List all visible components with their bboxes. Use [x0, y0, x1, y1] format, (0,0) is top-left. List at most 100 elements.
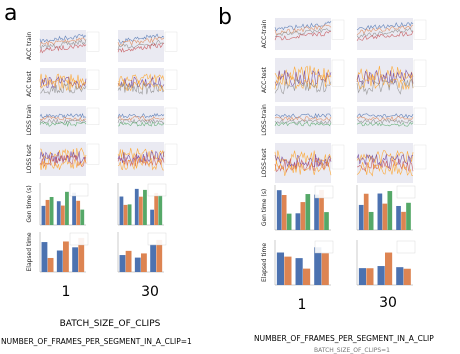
thumbnail-bar — [150, 209, 154, 225]
column-label: 1 — [62, 284, 71, 300]
legend-box — [164, 107, 178, 125]
thumbnail-bar — [403, 268, 411, 285]
thumbnail-line — [39, 34, 87, 45]
thumbnail-bar — [276, 252, 285, 285]
row-label: Elapsed time — [26, 232, 33, 271]
thumbnail-bar — [56, 250, 63, 272]
thumbnail-line — [39, 82, 87, 95]
thumbnail-bar — [119, 255, 126, 272]
thumbnail-line — [356, 118, 414, 125]
thumbnail-bar — [382, 203, 388, 230]
thumbnail-bar — [154, 192, 159, 225]
legend-box — [396, 240, 416, 254]
thumbnail-bar — [141, 253, 147, 272]
legend-box — [331, 59, 345, 87]
thumbnail-bar — [72, 247, 79, 272]
thumbnail-bar — [143, 189, 147, 225]
thumbnail-bar — [47, 257, 54, 272]
legend-box — [164, 69, 178, 90]
x-label: NUMBER_OF_FRAMES_PER_SEGMENT_IN_A_CLIP — [254, 334, 434, 343]
thumbnail-bar — [65, 191, 69, 225]
legend-box — [413, 19, 427, 40]
plot-background — [357, 18, 413, 50]
thumbnail-line — [356, 24, 414, 35]
thumbnail-bar — [377, 193, 383, 230]
row-label: LOSS-train — [261, 104, 268, 136]
legend-box — [413, 144, 427, 170]
thumbnail-line — [274, 157, 332, 174]
thumbnail-line — [274, 112, 332, 119]
thumbnail-bar — [41, 205, 46, 225]
thumbnail-bar — [134, 257, 141, 272]
thumbnail-bar — [396, 267, 404, 285]
legend-box — [396, 185, 416, 199]
thumbnail-bar — [78, 237, 85, 272]
row-label: Gen time (s) — [261, 189, 268, 226]
row-label: LOSS-test — [261, 148, 268, 178]
thumbnail-line — [39, 37, 87, 47]
thumbnail-line — [356, 153, 414, 169]
thumbnail-bar — [49, 196, 54, 225]
thumbnail-bar — [63, 241, 69, 272]
thumbnail-bar — [319, 189, 324, 230]
thumbnail-line — [356, 30, 414, 41]
thumbnail-line — [117, 82, 165, 95]
caption: BATCH_SIZE_OF_CLIPS=1 — [314, 347, 390, 354]
thumbnail-bar — [119, 196, 124, 225]
thumbnail-line — [274, 70, 332, 86]
thumbnail-line — [39, 43, 87, 54]
legend-box — [69, 232, 89, 246]
thumbnail-bar — [45, 199, 50, 225]
thumbnail-line — [39, 38, 87, 51]
thumbnail-bar — [72, 192, 76, 225]
thumbnail-bar — [300, 202, 306, 230]
thumbnail-line — [117, 39, 165, 51]
thumbnail-bar — [41, 242, 48, 272]
thumbnail-bar — [123, 204, 128, 225]
caption: NUMBER_OF_FRAMES_PER_SEGMENT_IN_A_CLIP=1 — [1, 337, 192, 346]
thumbnail-line — [117, 33, 165, 44]
thumbnail-bar — [80, 209, 85, 225]
thumbnail-line — [39, 154, 87, 167]
thumbnail-bar — [56, 201, 61, 225]
thumbnail-bar — [377, 266, 385, 285]
thumbnail-line — [274, 65, 332, 82]
thumbnail-bar — [156, 239, 163, 272]
thumbnail-line — [274, 21, 332, 32]
row-label: Elapsed time — [261, 243, 268, 282]
panel-letter: a — [4, 1, 17, 26]
thumbnail-line — [117, 155, 165, 167]
thumbnail-line — [117, 158, 164, 171]
column-label: 1 — [298, 297, 307, 313]
thumbnail-line — [356, 158, 414, 172]
thumbnail-line — [117, 121, 165, 127]
thumbnail-bar — [406, 202, 411, 230]
thumbnail-bar — [366, 268, 374, 285]
thumbnail-bar — [385, 252, 393, 285]
legend-box — [164, 31, 178, 52]
thumbnail-line — [274, 121, 332, 127]
thumbnail-line — [39, 157, 87, 170]
thumbnail-bar — [60, 205, 65, 225]
panel-letter: b — [218, 5, 232, 30]
thumbnail-bar — [284, 256, 292, 285]
thumbnail-line — [356, 121, 414, 127]
thumbnail-line — [356, 27, 414, 39]
thumbnail-line — [274, 161, 332, 176]
thumbnail-line — [39, 112, 87, 119]
x-label: BATCH_SIZE_OF_CLIPS — [60, 319, 161, 329]
thumbnail-bar — [286, 213, 292, 230]
thumbnail-line — [274, 30, 332, 41]
thumbnail-bar — [134, 188, 139, 225]
column-label: 30 — [141, 284, 159, 300]
thumbnail-line — [274, 28, 332, 37]
thumbnail-line — [356, 78, 414, 96]
row-label: Gen time (s) — [26, 185, 33, 222]
legend-box — [164, 143, 178, 165]
thumbnail-line — [274, 74, 332, 90]
legend-box — [413, 59, 427, 87]
legend-box — [86, 107, 100, 125]
thumbnail-line — [117, 36, 165, 47]
thumbnail-line — [274, 118, 332, 124]
thumbnail-line — [117, 75, 165, 89]
